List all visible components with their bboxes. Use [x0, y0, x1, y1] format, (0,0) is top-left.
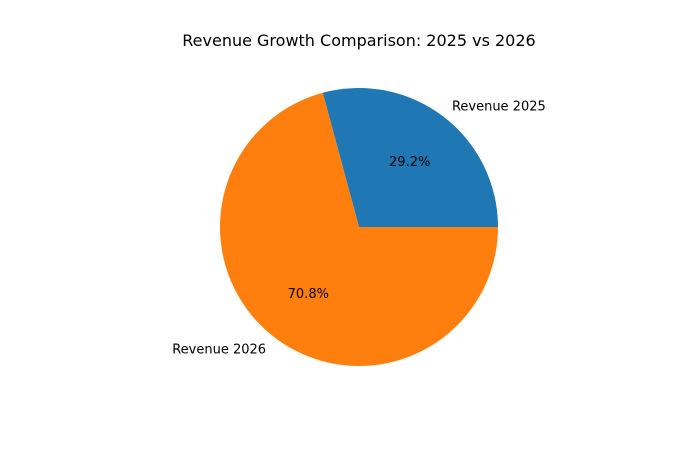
chart-title: Revenue Growth Comparison: 2025 vs 2026	[182, 31, 535, 50]
pie-slice-2	[220, 92, 499, 366]
slice-label: Revenue 2025	[452, 100, 546, 115]
slice-percent-label: 29.2%	[389, 155, 430, 170]
slice-label: Revenue 2026	[172, 342, 266, 357]
slice-percent-label: 70.8%	[288, 287, 329, 302]
pie-slice-1	[322, 88, 498, 227]
